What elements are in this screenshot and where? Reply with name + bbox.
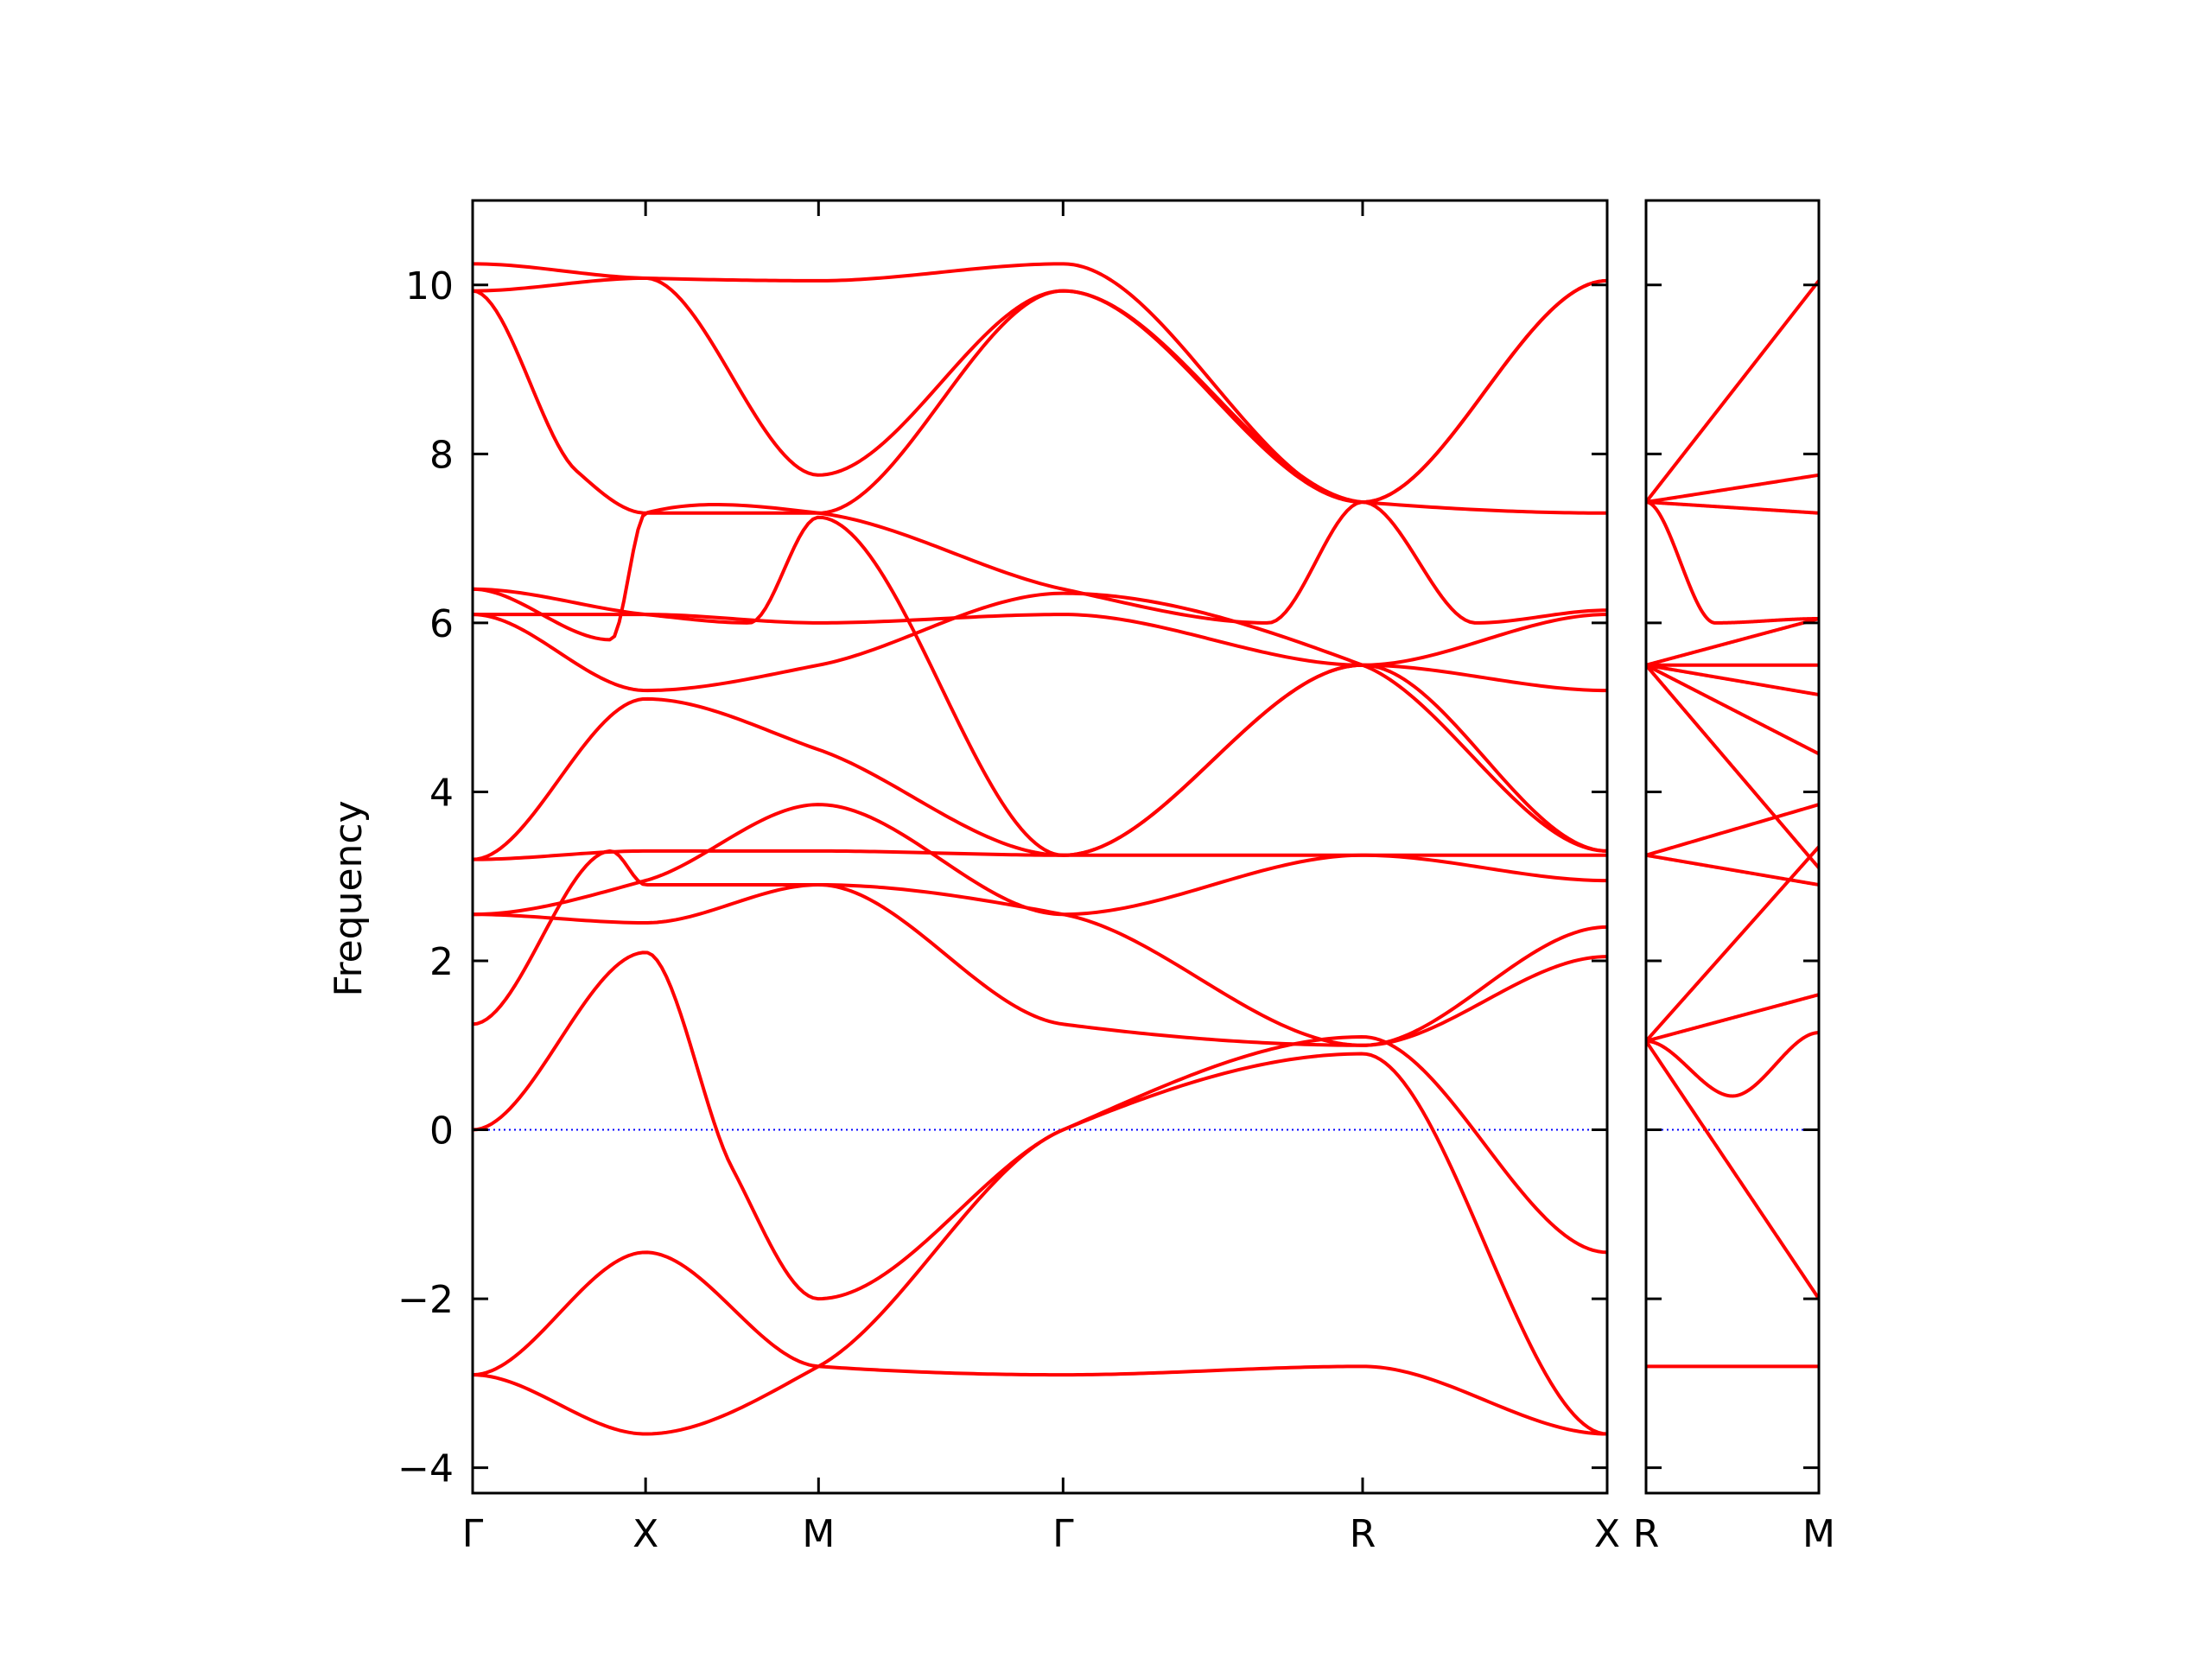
- band-13: [1646, 993, 1819, 1043]
- band-9: [473, 849, 1607, 861]
- kpoint-label: R: [1350, 1512, 1376, 1556]
- band-1: [1646, 279, 1819, 504]
- band-5: [473, 613, 1607, 667]
- y-tick-label: 4: [429, 771, 454, 815]
- band-14: [1646, 1031, 1819, 1098]
- y-tick-label: 2: [429, 940, 454, 984]
- y-axis-label: Frequency: [327, 800, 371, 996]
- kpoint-label: R: [1633, 1512, 1660, 1556]
- y-tick-label: 0: [429, 1109, 454, 1154]
- y-tick-label: −2: [397, 1278, 454, 1322]
- y-tick-label: 8: [429, 433, 454, 477]
- band-10: [473, 803, 1607, 917]
- band-14: [473, 1250, 1607, 1436]
- band-2: [1646, 473, 1819, 505]
- y-tick-label: 10: [405, 264, 454, 308]
- panel-frame: [471, 199, 1609, 1495]
- band-12: [473, 849, 1607, 1047]
- kpoint-label: X: [1594, 1512, 1620, 1556]
- kpoint-label: M: [802, 1512, 835, 1556]
- band-1: [473, 262, 1607, 505]
- band-12: [1646, 845, 1819, 1043]
- band-3: [473, 289, 1607, 515]
- band-7: [1646, 663, 1819, 696]
- band-8: [473, 663, 1607, 861]
- band-9: [1646, 664, 1819, 869]
- y-tick-label: −4: [397, 1447, 454, 1491]
- band-4: [1646, 500, 1819, 625]
- band-11: [1646, 853, 1819, 887]
- band-4: [473, 500, 1607, 642]
- kpoint-label: Γ: [462, 1512, 484, 1556]
- band-15: [1646, 1039, 1819, 1300]
- y-tick-label: 6: [429, 602, 454, 646]
- bands: [473, 262, 1607, 1436]
- band-11: [473, 883, 1607, 1047]
- band-3: [1646, 500, 1819, 515]
- band-5: [1646, 617, 1819, 667]
- band-10: [1646, 803, 1819, 857]
- band-2: [473, 276, 1607, 505]
- band-15: [473, 1052, 1607, 1436]
- band-7: [473, 591, 1607, 853]
- kpoint-label: Γ: [1052, 1512, 1074, 1556]
- band-13: [473, 950, 1607, 1301]
- panel-1: −4 −2 0 2 4 6 8 10 Γ X M Γ R X: [397, 199, 1620, 1556]
- kpoint-label: M: [1802, 1512, 1835, 1556]
- band-6: [473, 515, 1607, 857]
- bands: [1646, 279, 1819, 1369]
- panel-frame: [1644, 199, 1821, 1495]
- band-8: [1646, 664, 1819, 756]
- kpoint-label: X: [632, 1512, 658, 1556]
